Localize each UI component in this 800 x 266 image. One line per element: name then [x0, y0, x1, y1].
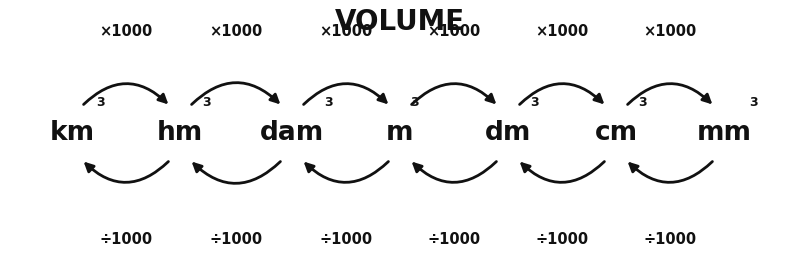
Text: 3: 3	[97, 96, 105, 109]
Text: dm: dm	[485, 120, 531, 146]
Text: VOLUME: VOLUME	[335, 8, 465, 36]
Text: ×1000: ×1000	[535, 24, 589, 39]
Text: dam: dam	[260, 120, 324, 146]
Text: ÷1000: ÷1000	[99, 232, 153, 247]
Text: km: km	[50, 120, 94, 146]
Text: ÷1000: ÷1000	[643, 232, 697, 247]
Text: ÷1000: ÷1000	[210, 232, 262, 247]
Text: 3: 3	[638, 96, 646, 109]
Text: 3: 3	[202, 96, 210, 109]
Text: ×1000: ×1000	[99, 24, 153, 39]
Text: 3: 3	[325, 96, 333, 109]
Text: hm: hm	[157, 120, 203, 146]
Text: ÷1000: ÷1000	[535, 232, 589, 247]
Text: 3: 3	[410, 96, 418, 109]
Text: 3: 3	[530, 96, 538, 109]
Text: ×1000: ×1000	[210, 24, 262, 39]
Text: ×1000: ×1000	[319, 24, 373, 39]
Text: ×1000: ×1000	[643, 24, 697, 39]
Text: ×1000: ×1000	[427, 24, 481, 39]
Text: m: m	[386, 120, 414, 146]
Text: cm: cm	[594, 120, 638, 146]
Text: mm: mm	[697, 120, 751, 146]
Text: ÷1000: ÷1000	[319, 232, 373, 247]
Text: 3: 3	[750, 96, 758, 109]
Text: ÷1000: ÷1000	[427, 232, 481, 247]
